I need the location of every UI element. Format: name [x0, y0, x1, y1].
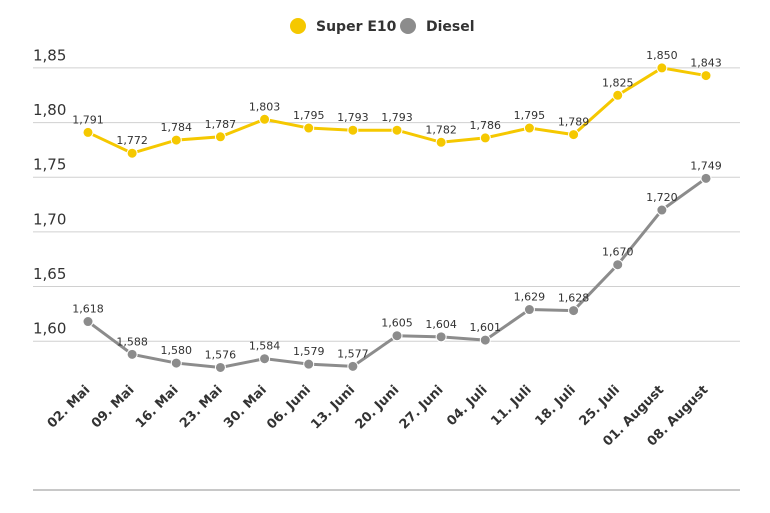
data-point [656, 204, 668, 216]
data-point [214, 131, 226, 143]
value-label: 1,793 [381, 111, 413, 124]
value-label: 1,670 [602, 246, 634, 259]
data-point [259, 113, 271, 125]
data-point [568, 305, 580, 317]
data-point [435, 331, 447, 343]
data-point [612, 259, 624, 271]
data-point [303, 122, 315, 134]
x-tick-label: 06. Juni [264, 383, 314, 433]
data-point [126, 147, 138, 159]
data-point [82, 126, 94, 138]
x-tick-label: 27. Juni [397, 383, 447, 433]
value-label: 1,628 [558, 292, 590, 305]
data-point [568, 129, 580, 141]
data-point [82, 316, 94, 328]
x-tick-label: 20. Juni [353, 383, 403, 433]
data-point [214, 361, 226, 373]
value-label: 1,576 [205, 348, 237, 361]
x-tick-label: 23. Mai [177, 383, 226, 432]
data-point [303, 358, 315, 370]
data-point [523, 304, 535, 316]
legend-label: Super E10 [316, 19, 397, 35]
x-tick-label: 09. Mai [89, 383, 138, 432]
data-point [259, 353, 271, 365]
value-label: 1,793 [337, 111, 369, 124]
value-label: 1,580 [161, 344, 193, 357]
y-tick-label: 1,65 [33, 265, 66, 283]
value-label: 1,850 [646, 49, 678, 62]
value-label: 1,579 [293, 345, 325, 358]
value-label: 1,601 [470, 321, 502, 334]
data-point [347, 360, 359, 372]
data-point [523, 122, 535, 134]
x-tick-label: 13. Juni [308, 383, 358, 433]
x-tick-label: 04. Juli [444, 383, 490, 429]
value-label: 1,749 [690, 159, 722, 172]
data-point [170, 134, 182, 146]
data-point [612, 89, 624, 101]
value-label: 1,604 [425, 318, 457, 331]
legend-marker [290, 18, 306, 34]
x-tick-label: 18. Juli [533, 383, 579, 429]
legend-marker [400, 18, 416, 34]
x-tick-label: 11. Juli [488, 383, 534, 429]
value-label: 1,605 [381, 317, 413, 330]
y-tick-label: 1,60 [33, 320, 66, 338]
value-label: 1,803 [249, 100, 281, 113]
value-label: 1,588 [116, 335, 148, 348]
value-label: 1,577 [337, 347, 369, 360]
value-label: 1,789 [558, 116, 590, 129]
value-label: 1,784 [161, 121, 193, 134]
data-point [347, 124, 359, 136]
value-label: 1,791 [72, 113, 104, 126]
x-tick-label: 30. Mai [221, 383, 270, 432]
data-point [700, 172, 712, 184]
value-label: 1,825 [602, 76, 634, 89]
data-point [435, 136, 447, 148]
value-label: 1,795 [293, 109, 325, 122]
legend-label: Diesel [426, 19, 475, 35]
data-point [126, 348, 138, 360]
value-label: 1,584 [249, 340, 281, 353]
y-tick-label: 1,85 [33, 46, 66, 64]
data-point [170, 357, 182, 369]
value-label: 1,618 [72, 303, 104, 316]
data-point [479, 132, 491, 144]
data-point [700, 70, 712, 82]
value-label: 1,720 [646, 191, 678, 204]
value-label: 1,786 [470, 119, 502, 132]
value-label: 1,629 [514, 291, 546, 304]
value-label: 1,782 [425, 123, 457, 136]
data-point [479, 334, 491, 346]
data-point [656, 62, 668, 74]
y-tick-label: 1,80 [33, 101, 66, 119]
value-label: 1,843 [690, 57, 722, 70]
value-label: 1,787 [205, 118, 237, 131]
value-label: 1,795 [514, 109, 546, 122]
x-tick-label: 16. Mai [133, 383, 182, 432]
data-point [391, 124, 403, 136]
y-tick-label: 1,75 [33, 156, 66, 174]
value-label: 1,772 [116, 134, 148, 147]
data-point [391, 330, 403, 342]
y-tick-label: 1,70 [33, 210, 66, 228]
x-tick-label: 02. Mai [45, 383, 94, 432]
